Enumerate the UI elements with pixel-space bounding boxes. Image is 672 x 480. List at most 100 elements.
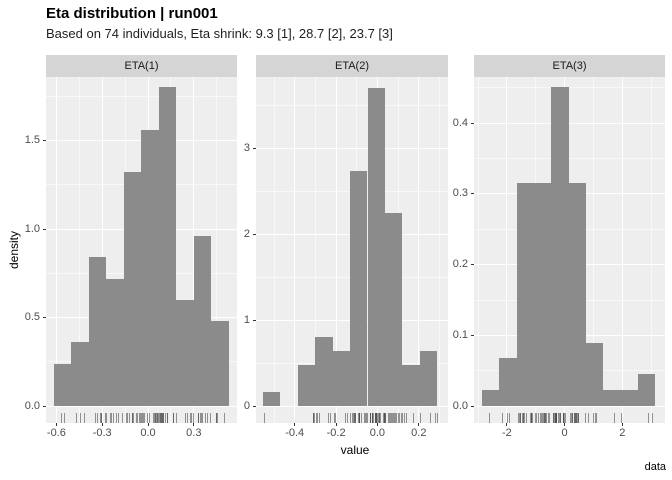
rug-tick: [147, 412, 148, 423]
grid-minor-x: [477, 77, 479, 423]
rug-tick: [374, 412, 376, 423]
rug-tick: [537, 412, 539, 423]
rug-tick: [394, 412, 396, 423]
panel-ETA(2): [256, 77, 448, 423]
y-tick-mark: [253, 319, 256, 321]
rug-tick: [530, 412, 532, 423]
rug-tick: [263, 412, 265, 423]
rug-tick: [521, 412, 523, 423]
rug-tick: [524, 412, 526, 423]
histogram-bar: [499, 358, 517, 407]
grid-minor-y: [46, 95, 237, 97]
histogram-bar: [620, 390, 638, 407]
rug-tick: [587, 412, 589, 423]
rug-tick: [382, 412, 384, 423]
grid-major-x: [101, 77, 103, 423]
rug-tick: [165, 412, 167, 423]
rug-tick: [131, 412, 133, 423]
rug-tick: [314, 412, 316, 423]
histogram-bar: [516, 183, 534, 407]
facet-strip-label: ETA(3): [552, 60, 587, 72]
grid-minor-y: [474, 157, 665, 159]
rug-tick: [536, 412, 537, 423]
rug-tick: [217, 412, 218, 423]
rug-tick: [352, 412, 354, 423]
histogram-bar: [384, 212, 403, 407]
grid-major-x: [193, 77, 195, 423]
rug-tick: [84, 412, 86, 423]
rug-tick: [539, 412, 541, 423]
rug-tick: [160, 412, 162, 423]
rug-tick: [215, 412, 217, 423]
rug-tick: [398, 412, 400, 423]
rug-tick: [353, 412, 355, 423]
rug-tick: [155, 412, 157, 423]
rug-tick: [350, 412, 352, 423]
rug-tick: [328, 412, 330, 423]
rug-tick: [553, 412, 555, 423]
rug-tick: [60, 412, 62, 423]
rug-tick: [166, 412, 168, 423]
y-tick-label: 0.0: [452, 399, 468, 412]
rug-tick: [369, 412, 371, 423]
x-tick-label: 2: [619, 427, 626, 439]
rug-tick: [372, 412, 374, 423]
rug-tick: [112, 412, 114, 423]
rug-tick: [592, 412, 594, 423]
y-tick-label: 0.5: [24, 311, 40, 323]
histogram-bar: [603, 390, 621, 407]
rug-tick: [570, 412, 572, 423]
rug-tick: [106, 412, 107, 423]
rug-tick: [531, 412, 533, 423]
rug-tick: [354, 412, 356, 423]
rug-tick: [155, 412, 156, 423]
facet-strip: ETA(1): [46, 55, 237, 77]
rug-tick: [153, 412, 155, 423]
y-tick-label: 0: [243, 399, 250, 412]
rug-tick: [361, 412, 363, 423]
rug-tick: [563, 412, 565, 423]
y-tick-mark: [43, 317, 46, 318]
histogram-bar: [106, 278, 124, 406]
x-tick-mark: [418, 423, 420, 426]
histogram-bar: [158, 87, 177, 406]
grid-minor-y: [474, 87, 665, 89]
histogram-bar: [568, 183, 586, 407]
rug-tick: [132, 412, 134, 423]
y-tick-label: 0.1: [452, 329, 468, 341]
y-tick-label: 0.4: [452, 116, 468, 129]
rug-tick: [489, 412, 491, 423]
rug-tick: [318, 412, 320, 423]
grid-minor-x: [78, 77, 80, 423]
x-tick-mark: [147, 423, 149, 426]
x-axis-title: value: [340, 443, 370, 457]
histogram-bar: [482, 390, 500, 407]
rug-tick: [549, 412, 551, 423]
x-tick-label: -0.6: [46, 427, 66, 439]
rug-tick: [138, 412, 140, 423]
rug-tick: [519, 412, 521, 423]
rug-tick: [375, 412, 377, 423]
grid-minor-x: [216, 77, 218, 423]
plot-subtitle: Based on 74 individuals, Eta shrink: 9.3…: [46, 26, 393, 41]
y-tick-mark: [471, 405, 474, 407]
rug-tick: [63, 412, 65, 423]
y-tick-mark: [43, 405, 46, 407]
x-tick-label: -0.2: [326, 427, 346, 439]
y-tick-label: 0.0: [24, 399, 40, 412]
histogram-bar: [71, 342, 89, 406]
x-tick-mark: [55, 423, 57, 426]
rug-tick: [335, 412, 336, 423]
histogram-bar: [263, 392, 281, 406]
panel-ETA(1): [46, 77, 237, 423]
grid-major-x: [55, 77, 57, 423]
y-tick-label: 2: [243, 227, 250, 240]
histogram-bar: [350, 171, 368, 407]
facet-strip: ETA(3): [474, 55, 665, 77]
rug-tick: [406, 412, 408, 423]
histogram-bar: [211, 321, 229, 407]
rug-tick: [190, 412, 192, 423]
rug-tick: [517, 412, 519, 423]
rug-tick: [157, 412, 159, 423]
grid-major-y: [46, 405, 237, 407]
